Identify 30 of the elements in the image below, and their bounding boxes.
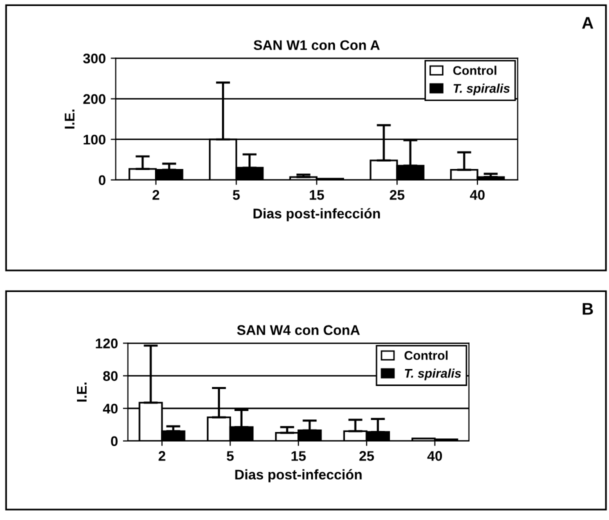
y-tick-label: 0 <box>98 175 106 186</box>
legend-label: Control <box>404 350 448 360</box>
x-tick-label: 40 <box>470 190 485 200</box>
x-tick-label: 2 <box>158 451 166 461</box>
legend-label: Control <box>453 66 496 75</box>
x-tick-label: 25 <box>390 190 404 200</box>
legend-label: T. spiralis <box>404 368 462 380</box>
x-axis-title: Dias post-infección <box>254 208 380 222</box>
y-tick-label: 100 <box>84 134 106 145</box>
legend-label: T. spiralis <box>454 84 510 96</box>
x-tick-label: 5 <box>226 451 234 461</box>
chart-title: SAN W4 con ConA <box>237 325 360 336</box>
text: A <box>582 17 594 29</box>
x-tick-label: 15 <box>310 190 324 200</box>
chart-title: SAN W1 con Con A <box>254 40 380 50</box>
x-tick-label: 40 <box>427 451 442 461</box>
y-tick-label: 300 <box>83 54 106 64</box>
y-axis-title: I.E. <box>64 110 74 129</box>
x-tick-label: 15 <box>292 451 306 461</box>
y-tick-label: 200 <box>83 94 106 104</box>
x-axis-title: Dias post-infección <box>235 469 362 482</box>
y-tick-label: 120 <box>96 338 118 348</box>
y-tick-label: 40 <box>102 404 118 414</box>
x-tick-label: 5 <box>232 190 240 200</box>
y-axis-title: I.E. <box>77 382 87 402</box>
y-tick-label: 0 <box>110 436 118 446</box>
x-tick-label: 25 <box>359 451 374 461</box>
x-tick-label: 2 <box>152 190 160 200</box>
y-tick-label: 80 <box>103 371 118 381</box>
text: B <box>582 303 593 315</box>
